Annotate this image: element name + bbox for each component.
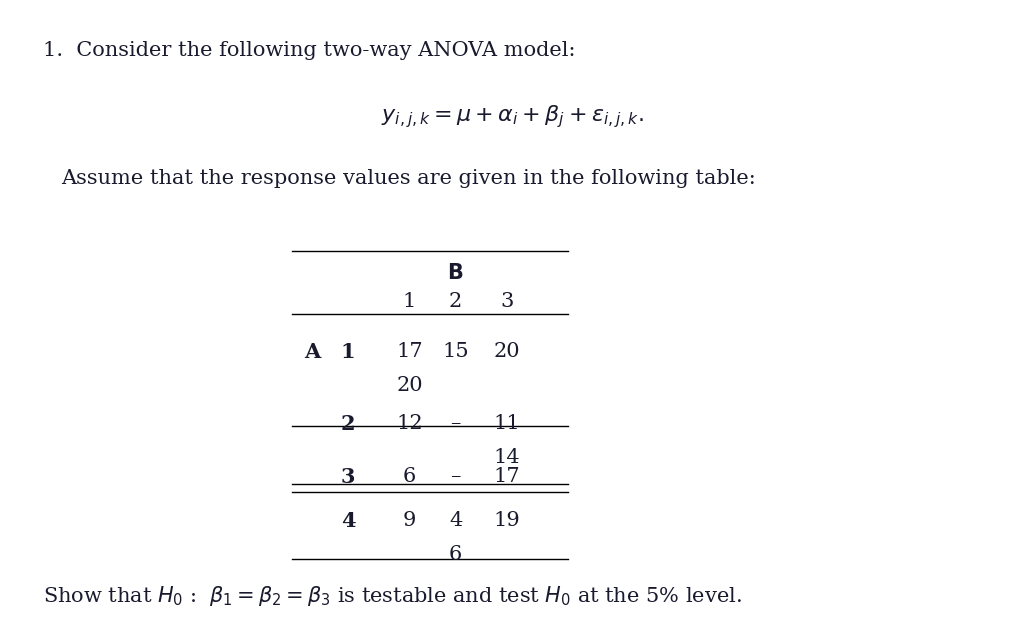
Text: 20: 20 (396, 376, 423, 395)
Text: $\mathbf{B}$: $\mathbf{B}$ (447, 263, 464, 283)
Text: 6: 6 (403, 467, 416, 486)
Text: Assume that the response values are given in the following table:: Assume that the response values are give… (61, 169, 756, 188)
Text: 15: 15 (442, 342, 469, 361)
Text: –: – (451, 467, 461, 486)
Text: 6: 6 (450, 545, 462, 564)
Text: $y_{i,j,k} = \mu + \alpha_i + \beta_j + \epsilon_{i,j,k}.$: $y_{i,j,k} = \mu + \alpha_i + \beta_j + … (381, 103, 643, 130)
Text: 17: 17 (494, 467, 520, 486)
Text: 4: 4 (450, 511, 462, 530)
Text: 4: 4 (341, 511, 355, 531)
Text: Show that $H_0$ :  $\beta_1 = \beta_2 = \beta_3$ is testable and test $H_0$ at t: Show that $H_0$ : $\beta_1 = \beta_2 = \… (43, 584, 741, 608)
Text: 9: 9 (402, 511, 417, 530)
Text: 14: 14 (494, 448, 520, 467)
Text: 20: 20 (494, 342, 520, 361)
Text: 3: 3 (500, 292, 514, 310)
Text: 3: 3 (341, 467, 355, 487)
Text: 2: 2 (341, 414, 355, 434)
Text: 12: 12 (396, 414, 423, 433)
Text: 17: 17 (396, 342, 423, 361)
Text: 2: 2 (450, 292, 462, 310)
Text: A: A (304, 342, 321, 362)
Text: 1.  Consider the following two-way ANOVA model:: 1. Consider the following two-way ANOVA … (43, 41, 575, 60)
Text: 1: 1 (402, 292, 417, 310)
Text: 11: 11 (494, 414, 520, 433)
Text: 1: 1 (341, 342, 355, 362)
Text: –: – (451, 414, 461, 433)
Text: 19: 19 (494, 511, 520, 530)
